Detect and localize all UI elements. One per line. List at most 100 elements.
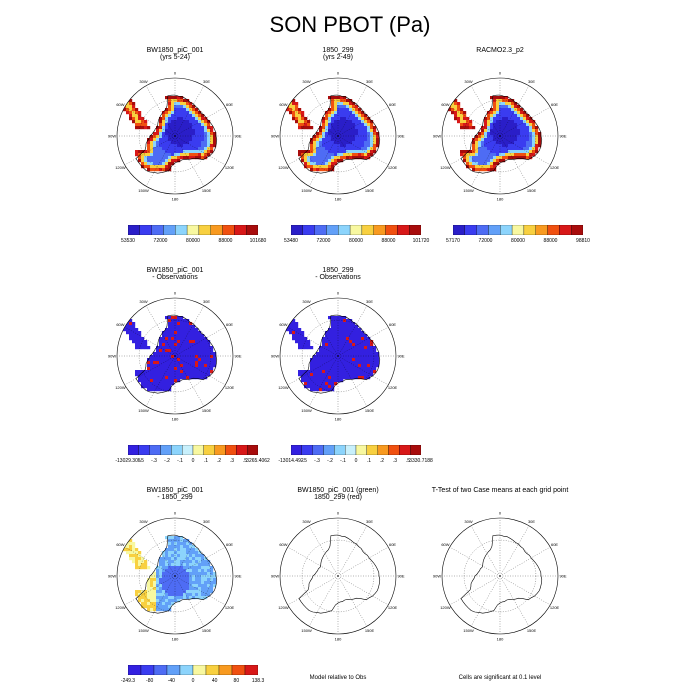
lon-label: 30W <box>464 79 472 84</box>
colorbar-swatch <box>244 665 258 675</box>
lon-label: 180 <box>172 417 179 422</box>
panel-subtitle: - 1850_299 <box>157 494 193 501</box>
colorbar <box>128 225 258 235</box>
lon-label: 0 <box>499 511 502 516</box>
map-boundary <box>441 517 559 635</box>
lon-label: 60E <box>226 542 233 547</box>
colorbar-swatch <box>203 445 215 455</box>
colorbar-label: 40 <box>211 678 218 684</box>
colorbar-label: .1 <box>203 458 209 464</box>
colorbar-swatch <box>397 225 410 235</box>
lon-label: 120W <box>440 165 451 170</box>
lon-label: 120W <box>115 385 126 390</box>
colorbar-swatch <box>160 445 172 455</box>
lon-label: 150E <box>202 188 212 193</box>
colorbar-swatch <box>218 665 233 675</box>
lon-label: 90W <box>433 134 441 139</box>
colorbar-label: -.2 <box>164 458 170 464</box>
lon-label: 60W <box>279 322 287 327</box>
colorbar-label: -13029.305 <box>115 458 141 464</box>
map-boundary <box>279 77 397 195</box>
colorbar-label: 53480 <box>284 238 298 244</box>
polar-map: 0 30E 60E 90E 120E 150E 180 150W 120W 90W 60W 30W <box>108 71 242 202</box>
lon-label: 180 <box>497 197 504 202</box>
colorbar-swatch <box>464 225 477 235</box>
lon-label: 120W <box>278 165 289 170</box>
colorbar-swatch <box>151 225 164 235</box>
panel-p5: 1850_299- Observations 0 30E 60E 90E 120E 150E… <box>263 265 433 465</box>
colorbar-swatch <box>246 225 258 235</box>
colorbar-swatch <box>149 445 161 455</box>
lon-label: 120E <box>550 165 560 170</box>
colorbar-label: .1 <box>366 458 372 464</box>
colorbar-swatch <box>198 225 211 235</box>
map-boundary <box>279 517 397 635</box>
colorbar <box>128 445 258 455</box>
colorbar-swatch <box>326 225 339 235</box>
colorbar-label: 80000 <box>186 238 200 244</box>
colorbar-swatch <box>409 225 421 235</box>
colorbar-label: .3 <box>229 458 235 464</box>
lon-label: 90E <box>234 134 241 139</box>
colorbar-swatch <box>128 445 139 455</box>
graticule <box>280 518 396 634</box>
panel-note: Cells are significant at 0.1 level <box>458 675 542 681</box>
lon-label: 90W <box>271 134 279 139</box>
graticule <box>117 78 233 194</box>
lon-label: 120E <box>388 385 398 390</box>
lon-label: 150W <box>463 628 474 633</box>
colorbar-label: 88000 <box>381 238 396 244</box>
lon-label: 60W <box>116 102 124 107</box>
colorbar-swatch <box>247 445 258 455</box>
colorbar-swatch <box>291 225 303 235</box>
lon-label: 30E <box>366 519 373 524</box>
colorbar-swatch <box>559 225 572 235</box>
lon-label: 180 <box>335 417 342 422</box>
colorbar-swatch <box>139 225 152 235</box>
colorbar-label: 80000 <box>511 238 525 244</box>
colorbar-swatch <box>338 225 351 235</box>
colorbar-label: -.1 <box>340 458 346 464</box>
colorbar-swatch <box>182 445 194 455</box>
lon-label: 120E <box>388 605 398 610</box>
lon-label: 90E <box>234 574 241 579</box>
panel-title: BW1850_piC_001 (green) <box>297 487 379 494</box>
colorbar-swatch <box>500 225 513 235</box>
colorbar-swatch <box>361 225 374 235</box>
lon-label: 90W <box>433 574 441 579</box>
colorbar-label: -.3 <box>314 458 320 464</box>
lon-label: 30W <box>139 519 147 524</box>
colorbar-label: -.5 <box>301 458 307 464</box>
panel-title: 1850_299 <box>322 267 354 274</box>
lon-label: 150W <box>138 408 149 413</box>
colorbar-label: -.5 <box>138 458 144 464</box>
colorbar-label: .2 <box>379 458 385 464</box>
lon-label: 30W <box>139 79 147 84</box>
colorbar-label: 57170 <box>446 238 460 244</box>
panel-title: BW1850_piC_001 <box>146 267 204 274</box>
panel-subtitle: (yrs 2-49) <box>323 54 353 61</box>
colorbar-swatch <box>349 225 363 235</box>
lon-label: 90E <box>397 354 404 359</box>
colorbar-label: .5 <box>405 458 411 464</box>
lon-label: 60E <box>389 542 396 547</box>
colorbar-label: 80 <box>233 678 240 684</box>
colorbar-label: 80000 <box>349 238 363 244</box>
colorbar-swatch <box>291 445 302 455</box>
colorbar <box>453 225 583 235</box>
lon-label: 120W <box>278 605 289 610</box>
lon-label: 150E <box>527 188 537 193</box>
colorbar-swatch <box>399 445 411 455</box>
panel-subtitle: - Observations <box>315 274 361 281</box>
colorbar-label: -.3 <box>151 458 157 464</box>
graticule <box>442 78 558 194</box>
colorbar-label: 3330.7188 <box>409 458 433 464</box>
lon-label: 120E <box>550 605 560 610</box>
colorbar-swatch <box>385 225 398 235</box>
lon-label: 30W <box>464 519 472 524</box>
colorbar-swatch <box>205 665 220 675</box>
lon-label: 150E <box>365 628 375 633</box>
panel-p7: BW1850_piC_001 (green) 1850_299 (red) 0 30E… <box>263 485 413 685</box>
lon-label: 30E <box>528 79 535 84</box>
lon-label: 60E <box>551 542 558 547</box>
